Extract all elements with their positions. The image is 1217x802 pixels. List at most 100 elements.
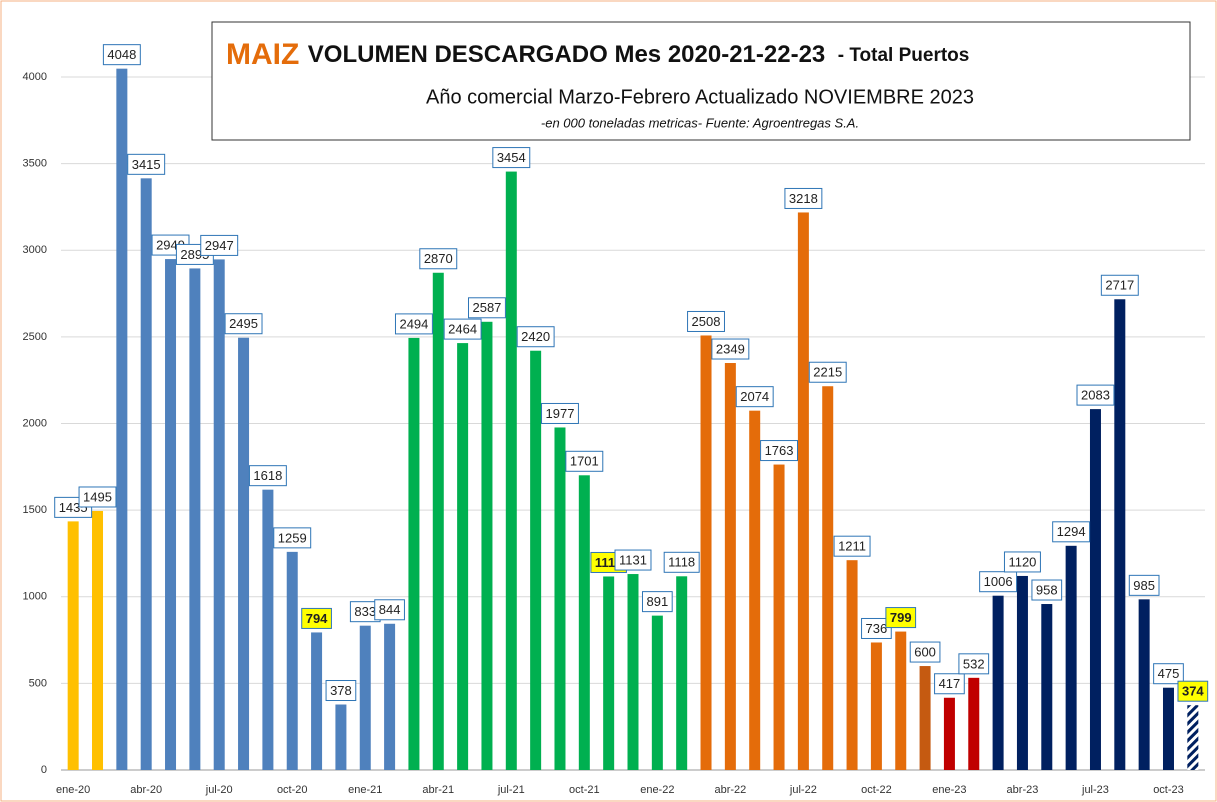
bar bbox=[797, 212, 809, 771]
value-label-box bbox=[833, 535, 871, 557]
value-label-box bbox=[200, 234, 239, 256]
value-label-box bbox=[443, 318, 482, 340]
value-label-box bbox=[374, 599, 405, 621]
y-tick-label: 1500 bbox=[23, 504, 47, 516]
x-tick-label: jul-23 bbox=[1081, 784, 1109, 796]
value-label: 1131 bbox=[619, 552, 647, 567]
bar bbox=[968, 677, 980, 770]
value-label: 1763 bbox=[765, 443, 794, 458]
bar bbox=[554, 427, 566, 770]
value-label: 600 bbox=[914, 644, 936, 659]
value-label: 2587 bbox=[472, 300, 501, 315]
value-label: 2074 bbox=[740, 389, 769, 404]
title-group: MAIZ VOLUMEN DESCARGADO Mes 2020-21-22-2… bbox=[226, 38, 969, 71]
y-tick-label: 3000 bbox=[23, 244, 47, 256]
bar bbox=[676, 576, 688, 770]
value-label-box bbox=[467, 297, 506, 319]
value-label-box bbox=[614, 549, 652, 571]
bar bbox=[1016, 575, 1028, 770]
bar bbox=[384, 623, 396, 770]
bar bbox=[627, 574, 639, 770]
value-label: 2717 bbox=[1105, 278, 1134, 293]
bar bbox=[1065, 545, 1077, 770]
value-label-box bbox=[102, 44, 141, 66]
value-label: 1259 bbox=[278, 530, 307, 545]
bar bbox=[359, 625, 371, 770]
value-label-box bbox=[808, 361, 847, 383]
bar bbox=[1187, 705, 1199, 770]
bar bbox=[992, 595, 1004, 770]
x-tick-label: ene-22 bbox=[640, 784, 674, 796]
y-tick-label: 2500 bbox=[23, 331, 47, 343]
value-label: 799 bbox=[890, 610, 912, 625]
value-label: 2494 bbox=[399, 316, 428, 331]
value-label-box bbox=[958, 653, 990, 675]
value-label-box bbox=[127, 153, 166, 175]
title-box bbox=[211, 21, 1191, 141]
x-tick-label: abr-20 bbox=[130, 784, 162, 796]
bar bbox=[165, 259, 177, 770]
y-tick-label: 3500 bbox=[23, 158, 47, 170]
value-label-box bbox=[909, 641, 941, 663]
value-label-box bbox=[419, 248, 458, 270]
value-label-box bbox=[273, 527, 312, 549]
value-label: 3218 bbox=[789, 191, 818, 206]
bar bbox=[1114, 299, 1126, 770]
value-label: 985 bbox=[1133, 578, 1155, 593]
value-label: 1118 bbox=[668, 555, 695, 570]
value-label-box bbox=[394, 313, 433, 335]
value-label-box bbox=[1076, 384, 1115, 406]
bar bbox=[116, 68, 128, 770]
value-label-box bbox=[325, 680, 357, 702]
bar bbox=[92, 510, 104, 770]
value-label-box bbox=[1177, 680, 1209, 702]
bar bbox=[895, 631, 907, 770]
value-label-box bbox=[1031, 579, 1063, 601]
bar bbox=[846, 560, 858, 770]
value-label: 1211 bbox=[838, 539, 866, 554]
bar bbox=[335, 704, 347, 770]
bar bbox=[943, 697, 955, 770]
subtitle: Año comercial Marzo-Febrero Actualizado … bbox=[426, 86, 974, 108]
bar bbox=[603, 576, 615, 770]
value-label-box bbox=[516, 326, 555, 348]
y-tick-label: 2000 bbox=[23, 417, 47, 429]
value-label-box bbox=[735, 386, 774, 408]
value-label: 1495 bbox=[83, 489, 112, 504]
bar bbox=[238, 337, 250, 770]
value-label: 1618 bbox=[253, 468, 282, 483]
value-label: 1294 bbox=[1057, 524, 1086, 539]
value-label: 417 bbox=[939, 676, 961, 691]
value-label-box bbox=[78, 486, 117, 508]
x-tick-label: jul-22 bbox=[789, 784, 817, 796]
value-label-box bbox=[711, 338, 750, 360]
bar bbox=[67, 521, 79, 770]
x-tick-label: oct-22 bbox=[861, 784, 892, 796]
value-label: 2947 bbox=[205, 238, 234, 253]
value-label: 1006 bbox=[984, 574, 1013, 589]
value-label-box bbox=[861, 617, 892, 639]
y-tick-label: 1000 bbox=[23, 591, 47, 603]
bar bbox=[262, 489, 274, 770]
bar bbox=[1162, 687, 1174, 770]
value-label: 378 bbox=[330, 683, 352, 698]
value-label: 2495 bbox=[229, 316, 258, 331]
value-label: 1977 bbox=[546, 406, 575, 421]
value-label-box bbox=[687, 310, 725, 332]
value-label: 1120 bbox=[1008, 554, 1036, 569]
value-label: 2349 bbox=[716, 341, 745, 356]
x-tick-label: abr-22 bbox=[714, 784, 746, 796]
bar bbox=[505, 171, 517, 771]
value-label-box bbox=[784, 187, 823, 209]
x-tick-label: ene-21 bbox=[348, 784, 382, 796]
bar bbox=[189, 268, 201, 770]
x-tick-label: abr-21 bbox=[422, 784, 454, 796]
value-label: 2420 bbox=[521, 329, 550, 344]
x-tick-label: oct-23 bbox=[1153, 784, 1184, 796]
bar bbox=[822, 386, 834, 770]
bar bbox=[408, 337, 420, 770]
bar bbox=[773, 464, 785, 770]
bar bbox=[140, 178, 152, 770]
